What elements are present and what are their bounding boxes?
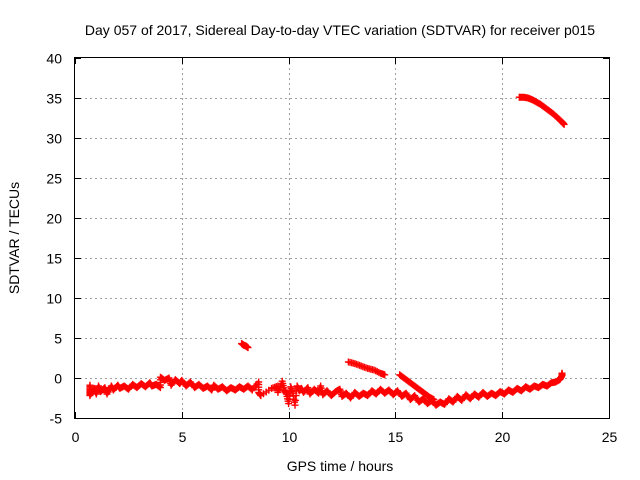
series-descending-15h (396, 371, 438, 404)
x-tick-label: 15 (388, 429, 404, 445)
y-tick-label: 35 (46, 91, 62, 107)
data-point (430, 396, 438, 404)
x-tick-label: 10 (282, 429, 298, 445)
data-point (372, 367, 380, 375)
y-tick-label: 20 (46, 211, 62, 227)
y-tick-label: -5 (50, 411, 63, 427)
data-point (370, 366, 378, 374)
x-tick-label: 20 (495, 429, 511, 445)
series-segment-13h (344, 358, 389, 379)
y-tick-label: 30 (46, 131, 62, 147)
data-point (381, 371, 389, 379)
series-main-band (86, 369, 566, 409)
grid (75, 58, 609, 418)
y-axis-label: SDTVAR / TECUs (6, 182, 22, 294)
data-point (373, 368, 381, 376)
axis-ticks (75, 58, 610, 419)
data-point (244, 344, 252, 352)
series-high-arc (515, 93, 568, 128)
data-marks (86, 93, 568, 409)
tick-labels: 0 5 10 15 20 25 -5 0 5 10 15 20 25 30 35 40 (46, 51, 617, 446)
data-point (558, 369, 566, 377)
x-tick-label: 0 (72, 429, 80, 445)
y-tick-label: 10 (46, 291, 62, 307)
data-point (560, 120, 568, 128)
y-tick-label: 5 (54, 331, 62, 347)
y-tick-label: 40 (46, 51, 62, 67)
series-short-segment-8h (238, 340, 252, 352)
x-axis-label: GPS time / hours (287, 458, 394, 474)
x-tick-label: 5 (179, 429, 187, 445)
chart-title: Day 057 of 2017, Sidereal Day-to-day VTE… (85, 22, 595, 38)
y-tick-label: 25 (46, 171, 62, 187)
plot-frame (74, 57, 610, 419)
y-tick-label: 0 (54, 371, 62, 387)
x-tick-label: 25 (602, 429, 618, 445)
y-tick-label: 15 (46, 251, 62, 267)
